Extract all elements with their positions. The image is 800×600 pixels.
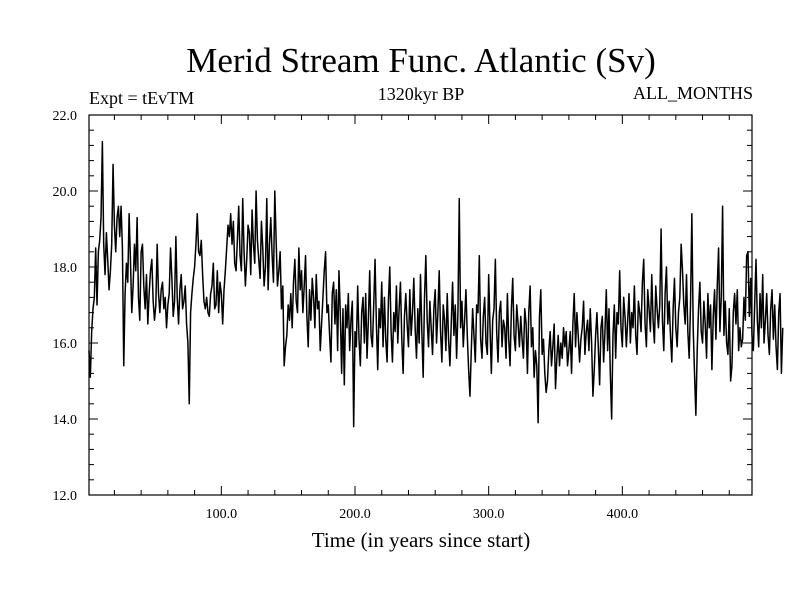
y-tick-label: 18.0 [53, 261, 78, 276]
y-tick-label: 16.0 [53, 337, 78, 352]
months-label: ALL_MONTHS [633, 83, 753, 103]
series-layer [88, 140, 784, 428]
y-tick-label: 22.0 [53, 109, 78, 124]
x-tick-label: 300.0 [473, 507, 505, 522]
chart-title: Merid Stream Func. Atlantic (Sv) [186, 41, 656, 80]
ticks-layer: 100.0 200.0 300.0 400.0 12.0 14.0 16.0 18.0 20.0… [53, 109, 752, 522]
y-tick-label: 12.0 [53, 489, 78, 504]
experiment-label: Expt = tEvTM [89, 88, 194, 108]
x-tick-label: 100.0 [206, 507, 238, 522]
x-axis-label: Time (in years since start) [312, 528, 531, 552]
y-tick-label: 14.0 [53, 413, 78, 428]
x-tick-label: 200.0 [339, 507, 371, 522]
period-label: 1320kyr BP [378, 84, 465, 104]
series-line [88, 140, 784, 428]
plot-frame [88, 114, 753, 496]
y-tick-label: 20.0 [53, 185, 78, 200]
x-tick-label: 400.0 [607, 507, 639, 522]
